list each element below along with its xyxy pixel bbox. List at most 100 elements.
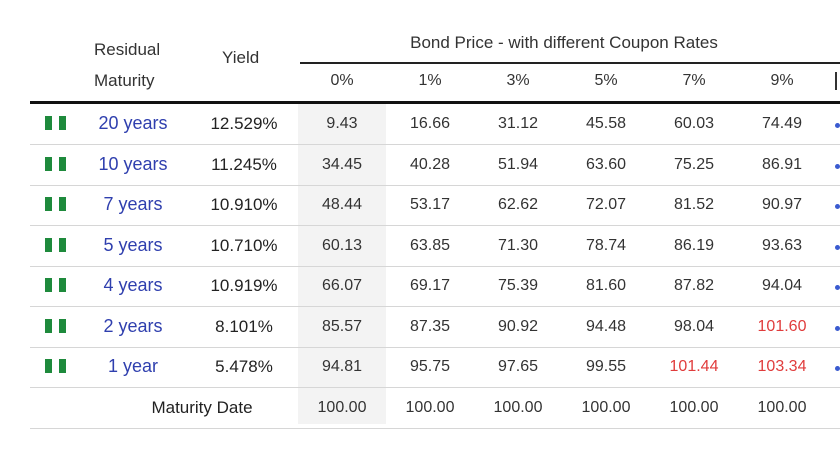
zero-coupon-column-shade: [298, 104, 386, 424]
price-cell: 94.04: [761, 277, 803, 294]
nigeria-flag-icon: [45, 116, 66, 130]
nigeria-flag-icon: [45, 237, 66, 252]
price-cell: 81.60: [585, 277, 627, 294]
price-cell: 90.92: [497, 317, 539, 335]
yield-value: 5.478%: [215, 357, 273, 376]
price-cell: 51.94: [497, 155, 539, 173]
maturity-link[interactable]: 7 years: [103, 194, 163, 214]
row-indicator-icon: [835, 244, 840, 250]
price-cell: 9.43: [326, 115, 358, 132]
edge-divider: [835, 72, 837, 90]
price-cell: 71.30: [497, 236, 539, 254]
table-row: 10 years 11.245% 34.45 40.28 51.94 63.60 75.25…: [30, 145, 840, 186]
row-indicator-icon: [835, 285, 840, 290]
price-cell: 60.03: [673, 115, 715, 132]
price-cell: 93.63: [761, 236, 803, 254]
header-yield: Yield: [222, 48, 260, 67]
maturity-price-cell: 100.00: [405, 398, 455, 416]
price-cell: 86.19: [673, 236, 715, 254]
header-residual-maturity: Residual Maturity: [94, 34, 160, 96]
maturity-price-cell: 100.00: [493, 398, 543, 416]
price-cell: 75.39: [497, 277, 539, 294]
yield-value: 10.710%: [210, 235, 278, 255]
nigeria-flag-icon: [45, 359, 66, 373]
price-cell: 94.81: [321, 358, 363, 375]
price-cell: 94.48: [585, 317, 627, 335]
row-indicator-icon: [835, 366, 840, 371]
maturity-link[interactable]: 5 years: [103, 234, 163, 255]
table-row: 7 years 10.910% 48.44 53.17 62.62 72.07 81.52 9…: [30, 185, 840, 226]
rate-header-1: 1%: [418, 72, 442, 89]
price-cell: 53.17: [409, 196, 451, 213]
price-cell: 87.82: [673, 277, 715, 294]
price-cell: 81.52: [673, 196, 715, 213]
price-cell: 45.58: [585, 115, 627, 132]
price-cell: 74.49: [761, 115, 803, 132]
maturity-link[interactable]: 10 years: [98, 153, 168, 174]
header-bond-price: Bond Price - with different Coupon Rates: [410, 33, 718, 52]
price-cell: 90.97: [761, 196, 803, 213]
rate-header-3: 5%: [594, 72, 618, 89]
price-cell: 86.91: [761, 155, 803, 173]
table-row: 2 years 8.101% 85.57 87.35 90.92 94.48 98.04 10…: [30, 307, 840, 348]
nigeria-flag-icon: [45, 197, 66, 211]
price-cell: 72.07: [585, 196, 627, 213]
table-row: 5 years 10.710% 60.13 63.85 71.30 78.74 86.19 9…: [30, 226, 840, 267]
price-cell: 97.65: [497, 358, 539, 375]
rate-header-4: 7%: [682, 72, 706, 89]
price-cell: 85.57: [321, 317, 363, 335]
rate-header-5: 9%: [770, 72, 794, 89]
price-cell: 98.04: [673, 317, 715, 335]
price-cell: 40.28: [409, 155, 451, 173]
price-cell: 16.66: [409, 115, 451, 132]
row-indicator-icon: [835, 163, 840, 169]
price-cell: 66.07: [321, 277, 363, 294]
yield-value: 10.919%: [210, 276, 278, 295]
maturity-price-cell: 100.00: [317, 398, 367, 416]
price-cell: 48.44: [321, 196, 363, 213]
rate-header-2: 3%: [506, 72, 530, 89]
price-cell: 99.55: [585, 358, 627, 375]
price-cell: 69.17: [409, 277, 451, 294]
price-cell: 101.44: [669, 358, 719, 375]
price-cell: 34.45: [321, 155, 363, 173]
price-cell: 60.13: [321, 236, 363, 254]
price-cell: 87.35: [409, 317, 451, 335]
maturity-link[interactable]: 1 year: [107, 356, 159, 376]
maturity-link[interactable]: 20 years: [98, 113, 168, 133]
nigeria-flag-icon: [45, 318, 66, 333]
yield-value: 10.910%: [210, 195, 278, 214]
header-divider: [300, 62, 840, 64]
price-cell: 63.85: [409, 236, 451, 254]
price-cell: 103.34: [757, 358, 807, 375]
yield-value: 12.529%: [210, 114, 278, 133]
price-cell: 101.60: [757, 317, 807, 335]
yield-value: 11.245%: [211, 154, 277, 174]
nigeria-flag-icon: [45, 156, 66, 171]
price-cell: 62.62: [497, 196, 539, 213]
header-bottom-rule: [30, 101, 840, 104]
yield-value: 8.101%: [215, 316, 273, 336]
maturity-date-label: Maturity Date: [151, 397, 253, 417]
table-row: 4 years 10.919% 66.07 69.17 75.39 81.60 87.82 9…: [30, 266, 840, 307]
maturity-date-row: Maturity Date 100.00 100.00 100.00 100.00 100…: [30, 388, 840, 429]
row-indicator-icon: [835, 123, 840, 128]
maturity-price-cell: 100.00: [669, 398, 719, 416]
rate-header-0: 0%: [330, 72, 354, 89]
row-indicator-icon: [835, 204, 840, 209]
nigeria-flag-icon: [45, 278, 66, 292]
price-cell: 31.12: [497, 115, 539, 132]
table-row: 20 years 12.529% 9.43 16.66 31.12 45.58 60.03 7…: [30, 104, 840, 145]
maturity-link[interactable]: 4 years: [103, 275, 163, 295]
price-cell: 78.74: [585, 236, 627, 254]
row-indicator-icon: [835, 325, 840, 331]
maturity-link[interactable]: 2 years: [103, 315, 163, 336]
table-row: 1 year 5.478% 94.81 95.75 97.65 99.55 101.44 10…: [30, 347, 840, 388]
maturity-price-cell: 100.00: [757, 398, 807, 416]
maturity-price-cell: 100.00: [581, 398, 631, 416]
price-cell: 95.75: [409, 358, 451, 375]
header-residual-line1: Residual: [94, 40, 161, 59]
price-cell: 75.25: [673, 155, 715, 173]
price-cell: 63.60: [585, 155, 627, 173]
